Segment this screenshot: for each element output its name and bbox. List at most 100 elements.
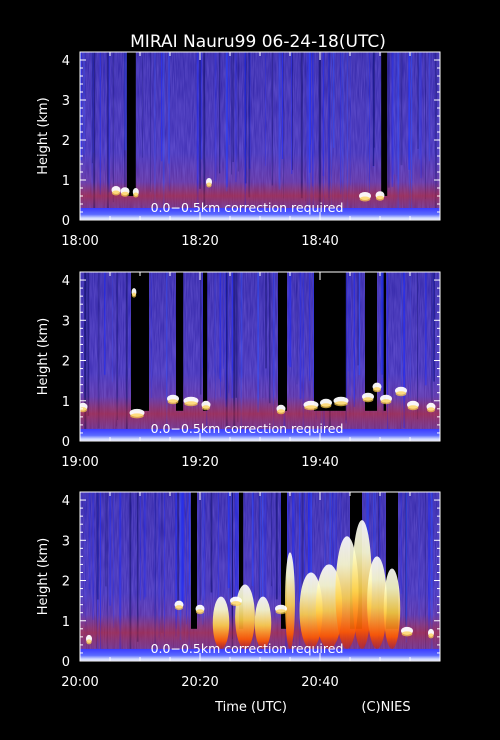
cloud-return-base bbox=[130, 413, 144, 419]
cloud-return-base bbox=[120, 191, 130, 197]
signal-streak bbox=[251, 492, 253, 586]
signal-streak bbox=[380, 272, 383, 374]
y-tick-label: 3 bbox=[62, 94, 70, 109]
backscatter-field bbox=[80, 52, 440, 220]
cloud-return-base bbox=[395, 391, 407, 397]
signal-streak bbox=[199, 52, 201, 189]
signal-streak bbox=[252, 492, 255, 660]
signal-streak bbox=[113, 492, 115, 628]
signal-streak bbox=[271, 52, 273, 186]
signal-streak bbox=[219, 272, 221, 380]
signal-streak bbox=[179, 492, 182, 640]
signal-streak bbox=[80, 52, 82, 161]
signal-streak bbox=[308, 272, 311, 381]
signal-streak bbox=[136, 492, 139, 642]
signal-streak bbox=[382, 272, 384, 416]
signal-streak bbox=[182, 492, 185, 605]
cloud-return-base bbox=[362, 397, 374, 403]
convective-cloud bbox=[235, 584, 255, 649]
y-tick-label: 1 bbox=[62, 174, 70, 189]
signal-streak bbox=[143, 492, 145, 600]
signal-streak bbox=[142, 52, 144, 158]
signal-streak bbox=[235, 492, 237, 615]
signal-streak bbox=[301, 492, 304, 617]
lidar-panel-2: 0.0−0.5km correction required 0 1 2 3 4 Height… bbox=[36, 271, 441, 470]
signal-streak bbox=[201, 492, 204, 625]
signal-streak bbox=[112, 52, 114, 203]
signal-streak bbox=[434, 52, 437, 214]
signal-streak bbox=[319, 52, 321, 209]
signal-streak bbox=[430, 492, 433, 659]
y-tick-label: 0 bbox=[62, 655, 70, 670]
signal-streak bbox=[128, 272, 130, 369]
signal-streak bbox=[125, 272, 128, 437]
signal-streak bbox=[408, 52, 411, 213]
signal-streak bbox=[223, 272, 224, 369]
backscatter-field bbox=[80, 272, 440, 441]
signal-streak bbox=[186, 492, 187, 625]
signal-streak bbox=[400, 272, 403, 441]
x-tick-label: 19:00 bbox=[61, 455, 98, 470]
signal-dropout bbox=[365, 272, 377, 411]
y-tick-label: 3 bbox=[62, 314, 70, 329]
signal-streak bbox=[160, 52, 163, 162]
signal-streak bbox=[287, 272, 290, 366]
signal-streak bbox=[382, 272, 384, 375]
signal-streak bbox=[400, 52, 403, 166]
cloud-return-base bbox=[184, 401, 198, 407]
cloud-return-base bbox=[426, 407, 436, 413]
signal-streak bbox=[96, 492, 97, 649]
x-tick-label: 20:20 bbox=[181, 675, 218, 690]
signal-streak bbox=[428, 52, 431, 162]
cloud-return-base bbox=[131, 292, 137, 298]
signal-streak bbox=[88, 492, 91, 590]
signal-streak bbox=[91, 52, 93, 164]
signal-streak bbox=[265, 272, 267, 369]
signal-streak bbox=[431, 272, 433, 409]
signal-streak bbox=[87, 272, 90, 416]
signal-dropout bbox=[131, 272, 149, 411]
y-tick-label: 0 bbox=[62, 214, 70, 229]
signal-streak bbox=[231, 492, 233, 650]
signal-streak bbox=[400, 492, 402, 594]
x-tick-label: 20:40 bbox=[301, 675, 338, 690]
signal-streak bbox=[220, 272, 222, 382]
signal-streak bbox=[175, 492, 177, 637]
signal-streak bbox=[217, 492, 219, 619]
signal-streak bbox=[391, 52, 394, 187]
correction-note: 0.0−0.5km correction required bbox=[151, 641, 344, 656]
correction-note: 0.0−0.5km correction required bbox=[151, 421, 344, 436]
signal-streak bbox=[164, 492, 166, 637]
signal-streak bbox=[241, 272, 243, 378]
signal-streak bbox=[105, 492, 107, 587]
signal-streak bbox=[278, 52, 281, 190]
y-tick-label: 4 bbox=[62, 54, 70, 69]
signal-streak bbox=[237, 52, 239, 172]
signal-streak bbox=[431, 492, 433, 588]
signal-streak bbox=[395, 52, 397, 215]
signal-streak bbox=[275, 492, 278, 600]
y-tick-label: 1 bbox=[62, 615, 70, 630]
signal-streak bbox=[308, 52, 311, 211]
x-axis-label: Time (UTC) bbox=[214, 700, 287, 715]
signal-streak bbox=[117, 272, 119, 420]
signal-streak bbox=[349, 272, 351, 396]
signal-streak bbox=[425, 492, 426, 651]
y-tick-label: 0 bbox=[62, 435, 70, 450]
cloud-return-base bbox=[375, 195, 385, 201]
signal-streak bbox=[411, 52, 413, 210]
convective-cloud bbox=[285, 552, 295, 649]
cloud-return-base bbox=[372, 387, 382, 393]
convective-cloud bbox=[352, 520, 372, 649]
convective-cloud bbox=[212, 596, 230, 649]
signal-streak bbox=[424, 272, 427, 386]
signal-streak bbox=[382, 272, 384, 366]
signal-streak bbox=[161, 492, 163, 633]
signal-streak bbox=[240, 272, 242, 430]
cloud-return-base bbox=[230, 601, 242, 607]
signal-streak bbox=[154, 492, 156, 650]
signal-streak bbox=[332, 52, 335, 148]
signal-streak bbox=[162, 52, 165, 215]
signal-streak bbox=[328, 52, 330, 198]
